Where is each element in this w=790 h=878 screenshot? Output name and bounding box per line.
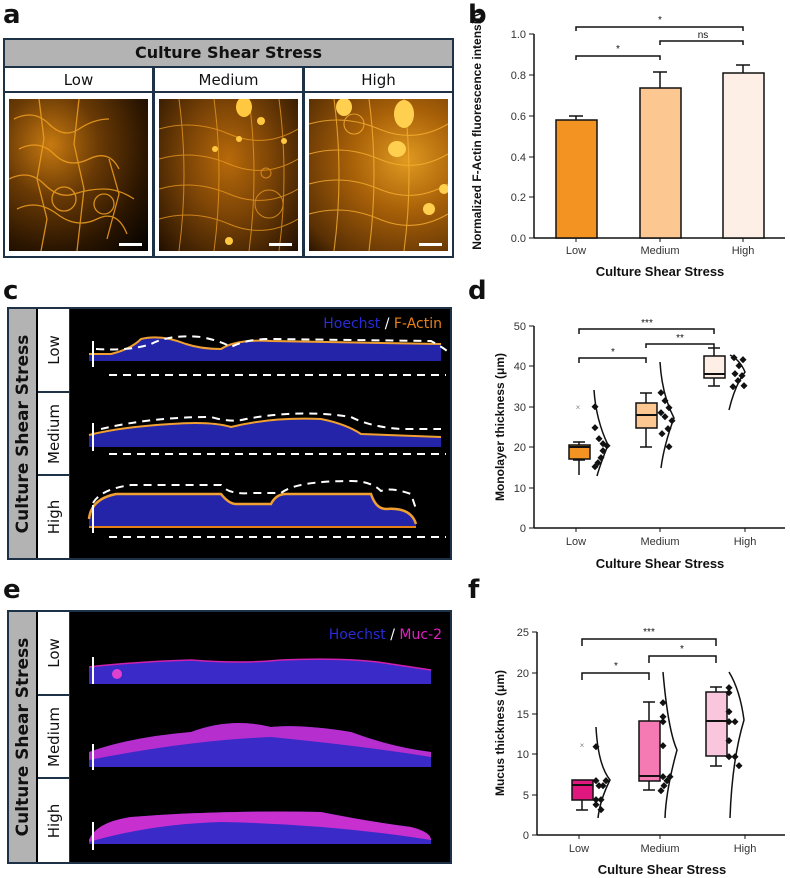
svg-text:**: ** (676, 333, 684, 344)
side-label: Culture Shear Stress (9, 309, 36, 558)
legend-muc2: Muc-2 (399, 627, 442, 643)
svg-text:*: * (658, 15, 662, 26)
row-label-medium: Medium (38, 696, 69, 777)
column-label-medium: Medium (155, 68, 302, 93)
svg-text:Mucus thickness (μm): Mucus thickness (μm) (493, 670, 507, 796)
svg-text:0.4: 0.4 (511, 152, 526, 164)
svg-text:×: × (576, 403, 581, 412)
box-plot-mucus: Mucus thickness (μm) 0 5 10 15 20 25 × (493, 627, 785, 877)
svg-text:High: High (734, 843, 757, 855)
legend-hoechst: Hoechst (323, 316, 381, 332)
legend-separator: / (385, 627, 400, 643)
svg-text:Medium: Medium (640, 843, 679, 855)
svg-text:0.8: 0.8 (511, 70, 526, 82)
stain-legend: Hoechst / Muc-2 (329, 627, 442, 643)
svg-text:30: 30 (514, 402, 526, 414)
row-labels: Low Medium High (38, 612, 70, 862)
legend-hoechst: Hoechst (328, 627, 386, 643)
panel-letter-a: a (3, 0, 21, 30)
legend-separator: / (380, 316, 394, 332)
column-label-low: Low (5, 68, 152, 93)
row-labels: Low Medium High (38, 309, 70, 558)
svg-text:Culture Shear Stress: Culture Shear Stress (598, 862, 727, 877)
row-label-high: High (38, 779, 69, 862)
svg-text:Culture Shear Stress: Culture Shear Stress (596, 556, 725, 571)
svg-text:20: 20 (517, 668, 529, 680)
stain-legend: Hoechst / F-Actin (323, 316, 442, 332)
svg-text:*: * (614, 661, 618, 672)
row-label-low: Low (38, 612, 69, 694)
svg-text:Medium: Medium (640, 536, 679, 548)
bar-chart-factin: Normalized F-Actin fluorescence intensit… (470, 10, 785, 279)
side-label-text: Culture Shear Stress (12, 637, 33, 837)
micrograph-grid: Culture Shear Stress Low Medium High (3, 38, 454, 258)
svg-text:***: *** (643, 627, 655, 638)
row-label-low: Low (38, 309, 69, 391)
row-label-medium: Medium (38, 393, 69, 474)
factin-cross-sections: Culture Shear Stress Low Medium High Hoe… (7, 307, 452, 560)
scale-bar (119, 243, 142, 246)
svg-text:×: × (580, 741, 585, 750)
svg-text:Low: Low (566, 536, 586, 548)
panel-letter-e: e (3, 575, 21, 605)
muc2-images (88, 657, 432, 850)
svg-text:Medium: Medium (640, 245, 679, 257)
svg-text:20: 20 (514, 442, 526, 454)
svg-text:0: 0 (523, 830, 529, 842)
svg-text:Culture Shear Stress: Culture Shear Stress (596, 264, 725, 279)
svg-text:Normalized F-Actin fluorescenc: Normalized F-Actin fluorescence intensit… (470, 10, 484, 250)
svg-text:*: * (611, 347, 615, 358)
svg-text:25: 25 (517, 627, 529, 639)
svg-text:*: * (680, 644, 684, 655)
svg-text:0.0: 0.0 (511, 233, 526, 245)
side-label-text: Culture Shear Stress (12, 334, 33, 533)
factin-images (87, 335, 450, 538)
svg-text:0.2: 0.2 (511, 192, 526, 204)
svg-text:***: *** (641, 318, 653, 329)
column-label-high: High (305, 68, 452, 93)
svg-text:High: High (732, 245, 755, 257)
row-label-high: High (38, 476, 69, 558)
panel-letter-c: c (3, 276, 19, 306)
micrograph-high (309, 99, 448, 251)
svg-text:Low: Low (569, 843, 589, 855)
micrograph-low (9, 99, 148, 251)
svg-text:Monolayer thickness (μm): Monolayer thickness (μm) (493, 353, 507, 501)
svg-text:10: 10 (517, 749, 529, 761)
svg-text:15: 15 (517, 709, 529, 721)
scale-bar (269, 243, 292, 246)
panel-letter-f: f (468, 575, 480, 605)
panel-letter-b: b (468, 0, 487, 30)
svg-text:50: 50 (514, 321, 526, 333)
box-plot-monolayer: Monolayer thickness (μm) 0 10 20 30 40 5… (493, 318, 785, 571)
scale-bar (419, 243, 442, 246)
side-label: Culture Shear Stress (9, 612, 36, 862)
svg-text:10: 10 (514, 483, 526, 495)
svg-text:0.6: 0.6 (511, 111, 526, 123)
panel-letter-d: d (468, 276, 487, 306)
svg-text:Low: Low (566, 245, 586, 257)
micrograph-medium (159, 99, 298, 251)
svg-text:0: 0 (520, 523, 526, 535)
muc2-cross-sections: Culture Shear Stress Low Medium High Hoe… (7, 610, 452, 864)
grid-header: Culture Shear Stress (5, 40, 452, 66)
legend-factin: F-Actin (393, 316, 442, 332)
svg-text:5: 5 (523, 790, 529, 802)
svg-text:1.0: 1.0 (511, 29, 526, 41)
svg-text:ns: ns (698, 30, 709, 41)
svg-text:40: 40 (514, 361, 526, 373)
svg-text:*: * (616, 44, 620, 55)
svg-text:High: High (734, 536, 757, 548)
